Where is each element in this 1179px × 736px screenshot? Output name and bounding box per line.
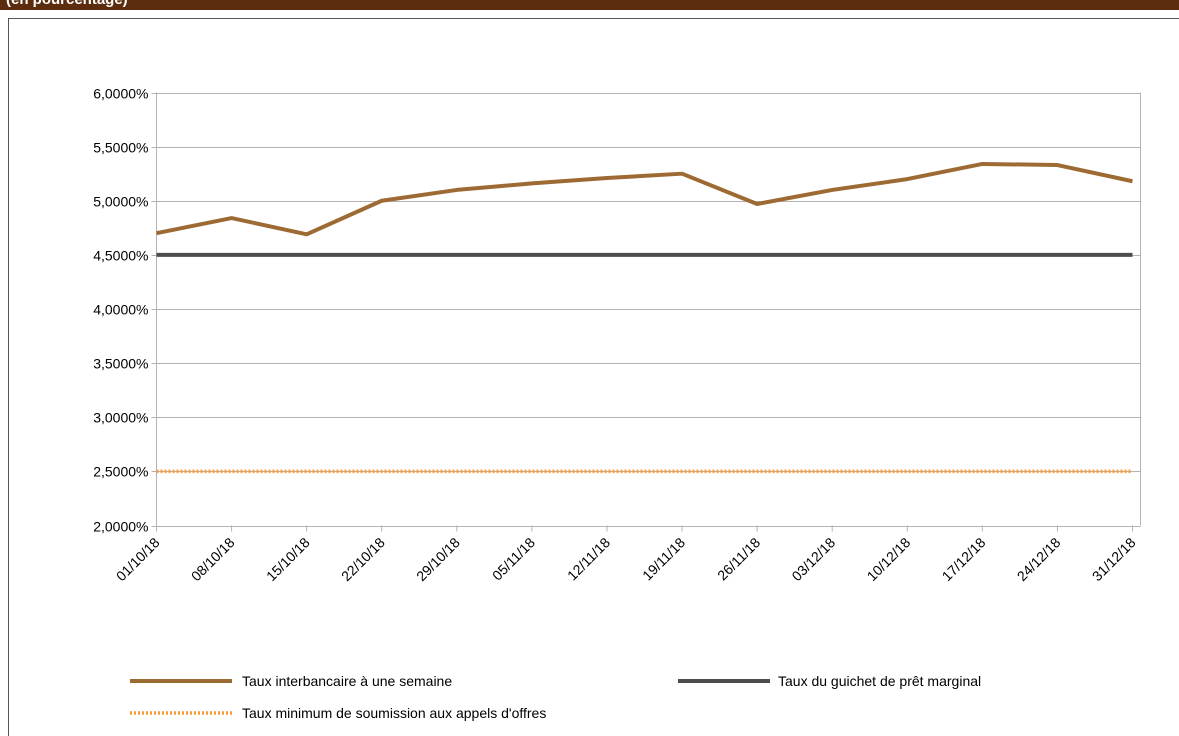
x-tick-label: 22/10/18	[338, 534, 388, 584]
y-tick-label: 2,5000%	[93, 464, 148, 480]
x-tick-label: 24/12/18	[1014, 534, 1064, 584]
y-tick-label: 2,0000%	[93, 519, 148, 535]
y-tick-label: 6,0000%	[93, 86, 148, 102]
y-tick-label: 5,0000%	[93, 194, 148, 210]
x-tick-label: 10/12/18	[864, 534, 914, 584]
x-tick-label: 05/11/18	[489, 534, 538, 583]
x-tick-label: 12/11/18	[564, 534, 613, 583]
x-tick-label: 31/12/18	[1089, 534, 1139, 584]
legend-label: Taux interbancaire à une semaine	[242, 673, 452, 689]
y-tick-label: 4,0000%	[93, 302, 148, 318]
legend-label: Taux minimum de soumission aux appels d'…	[242, 705, 546, 721]
x-tick-label: 03/12/18	[788, 534, 838, 584]
x-tick-label: 19/11/18	[639, 534, 688, 583]
y-tick-label: 3,5000%	[93, 356, 148, 372]
y-tick-label: 5,5000%	[93, 140, 148, 156]
y-tick-label: 4,5000%	[93, 248, 148, 264]
x-tick-label: 15/10/18	[263, 534, 313, 584]
chart-frame	[8, 18, 1179, 736]
x-tick-label: 01/10/18	[113, 534, 163, 584]
header-text: (en pourcentage)	[6, 0, 128, 8]
x-tick-label: 08/10/18	[188, 534, 238, 584]
header-bar: (en pourcentage)	[0, 0, 1179, 10]
series-line	[156, 161, 1133, 237]
y-tick-label: 3,0000%	[93, 410, 148, 426]
x-tick-label: 17/12/18	[939, 534, 989, 584]
x-tick-label: 29/10/18	[413, 534, 463, 584]
legend-label: Taux du guichet de prêt marginal	[778, 673, 981, 689]
x-tick-label: 26/11/18	[714, 534, 763, 583]
